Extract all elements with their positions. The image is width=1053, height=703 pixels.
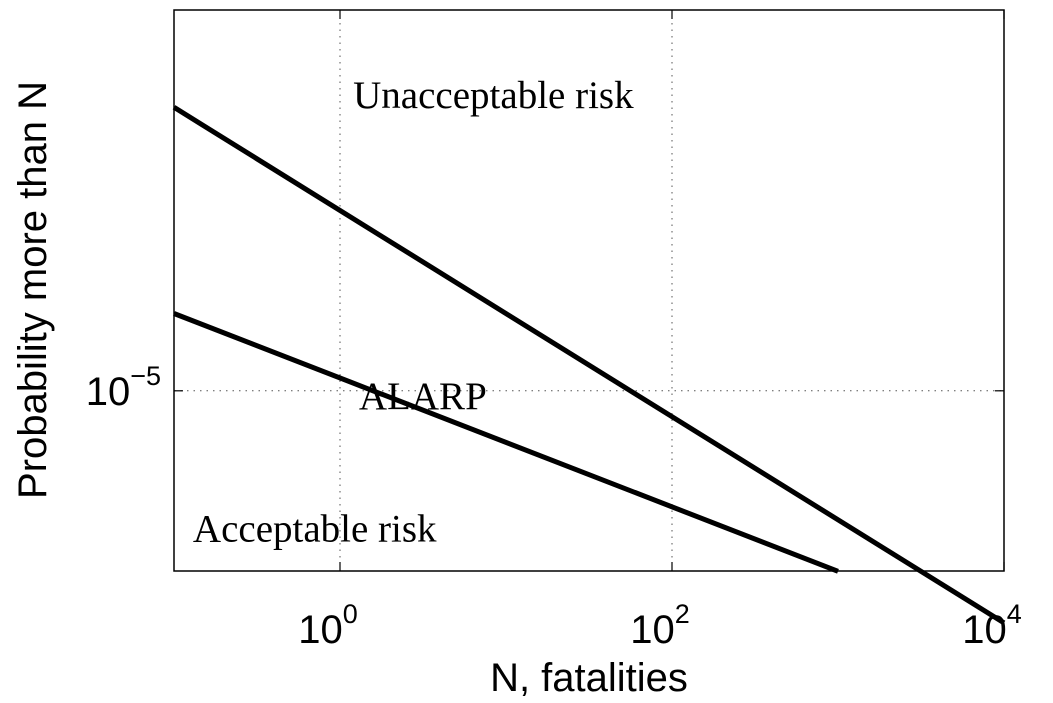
region-annotations: Unacceptable risk ALARP Acceptable risk xyxy=(193,74,634,551)
x-tick-label-1: 102 xyxy=(630,599,690,652)
x-axis-label: N, fatalities xyxy=(490,656,688,700)
axis-ticks: 100 102 104 10−5 xyxy=(86,10,1022,652)
annotation-1: ALARP xyxy=(359,375,487,418)
series-lines xyxy=(172,105,1006,626)
series-line-0 xyxy=(172,105,1006,626)
annotation-0: Unacceptable risk xyxy=(353,74,634,117)
annotation-2: Acceptable risk xyxy=(193,508,437,551)
plot-frame xyxy=(173,9,1005,572)
y-tick-label-0: 10−5 xyxy=(86,361,161,414)
y-axis-label: Probability more than N xyxy=(11,81,55,499)
x-tick-label-2: 104 xyxy=(962,599,1022,652)
x-tick-label-0: 100 xyxy=(298,599,358,652)
series-line-1 xyxy=(173,311,839,574)
